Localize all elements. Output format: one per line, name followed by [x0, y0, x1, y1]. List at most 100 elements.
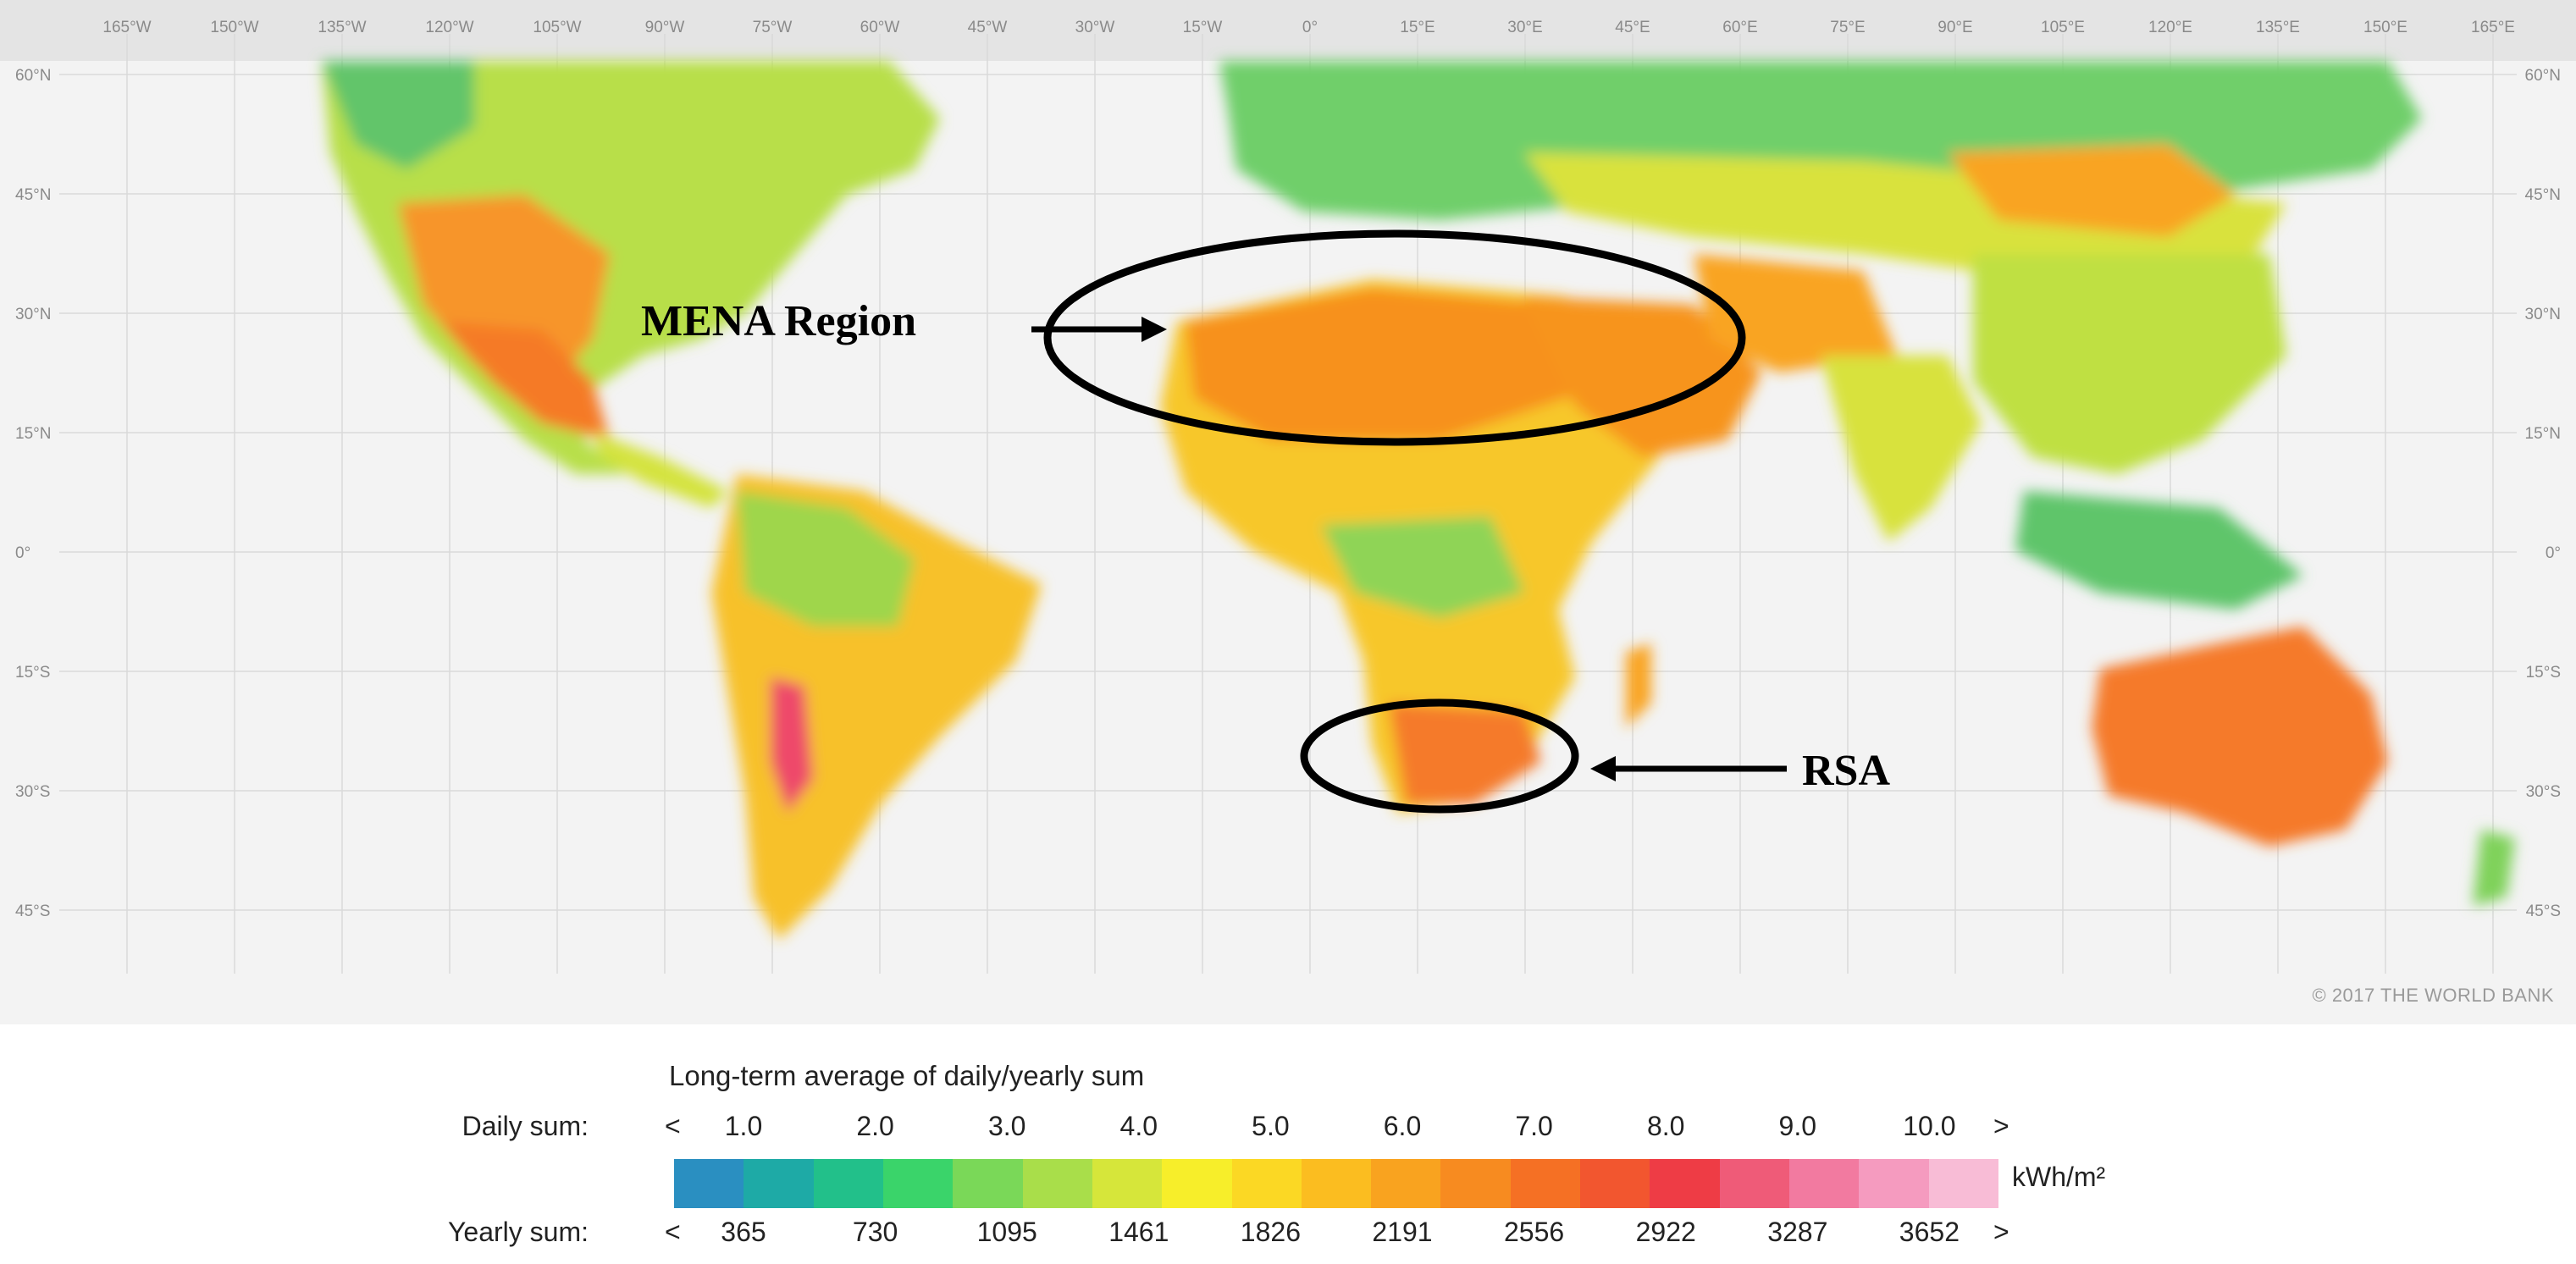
latitude-label-right: 15°N	[2525, 425, 2561, 443]
color-swatch	[1371, 1159, 1441, 1208]
color-swatch	[1231, 1159, 1302, 1208]
daily-tick-label: 5.0	[1252, 1111, 1290, 1141]
color-swatch	[882, 1159, 954, 1208]
latitude-label-left: 30°N	[15, 306, 51, 323]
longitude-label: 120°W	[425, 19, 473, 36]
yearly-gt: >	[1993, 1217, 2009, 1247]
arctic-no-data	[0, 0, 2576, 61]
yearly-tick-label: 3652	[1899, 1217, 1960, 1247]
latitude-label-left: 45°S	[15, 902, 50, 920]
longitude-label: 90°E	[1938, 19, 1972, 36]
color-swatch	[1789, 1159, 1860, 1208]
yearly-tick-label: 365	[721, 1217, 766, 1247]
color-swatch	[1580, 1159, 1650, 1208]
north-america	[322, 61, 940, 474]
daily-tick-label: 2.0	[856, 1111, 894, 1141]
color-swatch	[1022, 1159, 1092, 1208]
rsa-ellipse	[1300, 698, 1579, 814]
mena-label: MENA Region	[641, 297, 916, 345]
longitude-label: 150°E	[2363, 19, 2407, 36]
longitude-label: 150°W	[210, 19, 258, 36]
longitude-label: 30°E	[1507, 19, 1542, 36]
longitude-label: 15°E	[1400, 19, 1434, 36]
yearly-lt: <	[665, 1217, 681, 1247]
longitude-label: 165°W	[102, 19, 151, 36]
mongolia	[1948, 144, 2236, 237]
yearly-tick-label: 730	[852, 1217, 898, 1247]
longitude-label: 135°E	[2256, 19, 2300, 36]
longitude-label: 45°E	[1615, 19, 1650, 36]
india	[1821, 356, 1982, 542]
yearly-tick-label: 2922	[1635, 1217, 1696, 1247]
daily-tick-label: 9.0	[1778, 1111, 1817, 1141]
arabia	[1524, 296, 1761, 457]
latitude-label-right: 0°	[2546, 544, 2561, 562]
east-asia	[1973, 254, 2286, 474]
southern-africa	[1389, 703, 1541, 804]
color-swatch	[1440, 1159, 1511, 1208]
latitude-labels: 60°N 60°N 45°N 45°N 30°N 30°N 15°N 15°N 0° 0° 15°S…	[15, 67, 2561, 920]
longitude-label: 0°	[1302, 19, 1318, 36]
color-swatch	[744, 1159, 814, 1208]
world-map-svg: MENA Region RSA 165°W 150°W 135°W 120°W 105°…	[0, 0, 2576, 974]
latitude-label-left: 45°N	[15, 186, 51, 204]
central-africa	[1321, 516, 1524, 618]
mena-ellipse	[1043, 229, 1746, 446]
color-swatch	[1162, 1159, 1232, 1208]
daily-lt: <	[665, 1111, 681, 1141]
color-swatch	[813, 1159, 883, 1208]
central-america	[593, 432, 728, 508]
color-swatch	[1301, 1159, 1372, 1208]
longitude-label: 165°E	[2471, 19, 2515, 36]
color-swatch	[1928, 1159, 1998, 1208]
color-swatch	[1092, 1159, 1163, 1208]
legend-title: Long-term average of daily/yearly sum	[669, 1060, 1145, 1091]
longitude-label: 45°W	[968, 19, 1008, 36]
longitude-label: 90°W	[645, 19, 685, 36]
longitude-labels: 165°W 150°W 135°W 120°W 105°W 90°W 75°W 60°W 45°…	[102, 19, 2515, 36]
new-zealand	[2473, 830, 2515, 906]
mexico	[440, 322, 610, 440]
yearly-tick-label: 3287	[1767, 1217, 1828, 1247]
color-swatch	[1719, 1159, 1789, 1208]
se-asia-islands	[2015, 491, 2303, 610]
yearly-tick-label: 1461	[1108, 1217, 1169, 1247]
madagascar	[1626, 643, 1651, 728]
latitude-label-left: 60°N	[15, 67, 51, 85]
latitude-label-left: 15°N	[15, 425, 51, 443]
longitude-label: 75°E	[1830, 19, 1865, 36]
latitude-label-right: 30°S	[2526, 783, 2561, 801]
color-swatch	[1859, 1159, 1929, 1208]
latitude-label-right: 45°N	[2525, 186, 2561, 204]
yearly-tick-label: 1826	[1240, 1217, 1301, 1247]
color-swatch	[1650, 1159, 1720, 1208]
daily-tick-label: 7.0	[1515, 1111, 1553, 1141]
australia	[2092, 626, 2388, 847]
yearly-tick-label: 1095	[976, 1217, 1037, 1247]
daily-tick-label: 6.0	[1383, 1111, 1422, 1141]
latitude-label-right: 60°N	[2525, 67, 2561, 85]
daily-sum-label: Daily sum:	[462, 1111, 589, 1141]
longitude-label: 75°W	[753, 19, 793, 36]
color-scale-bar	[674, 1159, 1998, 1208]
color-swatch	[1510, 1159, 1581, 1208]
yearly-tick-label: 2556	[1504, 1217, 1565, 1247]
daily-tick-label: 4.0	[1119, 1111, 1158, 1141]
longitude-label: 15°W	[1183, 19, 1223, 36]
mena-annotation: MENA Region	[641, 229, 1746, 446]
rsa-label: RSA	[1802, 747, 1890, 795]
yearly-sum-label: Yearly sum:	[448, 1217, 589, 1247]
latitude-label-right: 45°S	[2526, 902, 2561, 920]
amazon	[737, 491, 915, 626]
rsa-annotation: RSA	[1300, 698, 1890, 814]
yearly-tick-label: 2191	[1372, 1217, 1433, 1247]
legend-panel	[0, 1024, 2576, 1264]
longitude-label: 30°W	[1075, 19, 1115, 36]
canada-green	[322, 61, 474, 169]
color-swatch	[674, 1159, 744, 1208]
sahara	[1186, 288, 1592, 440]
daily-tick-label: 1.0	[724, 1111, 763, 1141]
latitude-label-left: 0°	[15, 544, 30, 562]
solar-map: MENA Region RSA 165°W 150°W 135°W 120°W 105°…	[0, 0, 2576, 1024]
longitude-label: 60°E	[1722, 19, 1757, 36]
